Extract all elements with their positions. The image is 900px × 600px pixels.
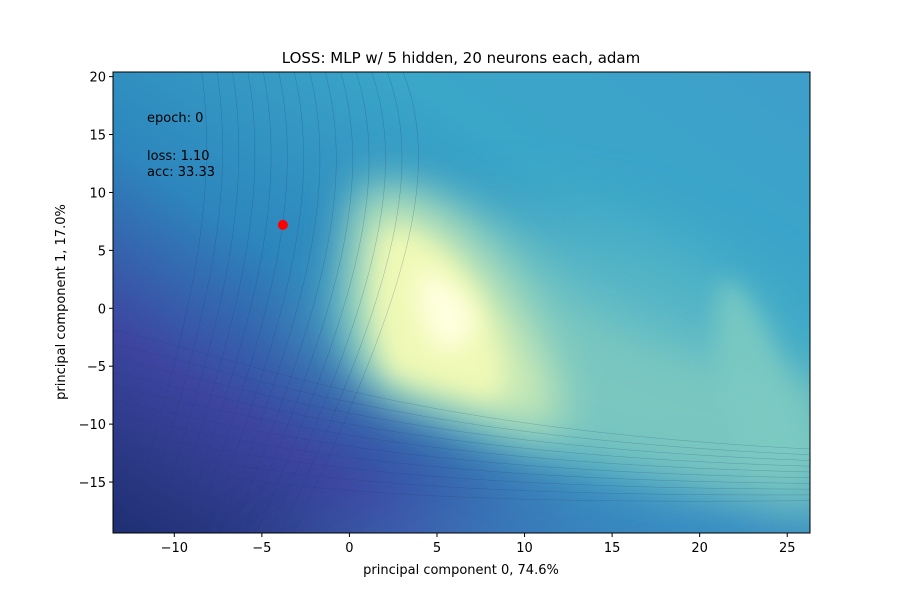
y-tick-label: −10 (79, 418, 106, 433)
contour-line (268, 72, 386, 533)
contour-line (193, 72, 288, 533)
current-position-marker (277, 219, 288, 230)
contour-line (231, 72, 337, 533)
contour-line (128, 72, 207, 533)
contour-line (113, 371, 810, 467)
y-tick-label: 5 (98, 244, 106, 259)
contour-line (113, 441, 810, 496)
contour-line (113, 455, 810, 502)
y-tick-label: −5 (87, 360, 106, 375)
x-axis-label: principal component 0, 74.6% (363, 563, 559, 578)
y-tick-label: 20 (89, 71, 106, 86)
contour-line (205, 72, 304, 533)
contour-line (180, 72, 272, 533)
contour-line (113, 329, 810, 450)
contour-line (113, 427, 810, 490)
contour-line (280, 72, 403, 533)
x-tick-label: 10 (516, 541, 533, 556)
x-tick-label: −5 (252, 541, 271, 556)
y-tick-label: 10 (89, 186, 106, 201)
contour-line (256, 72, 370, 533)
x-tick-label: 15 (604, 541, 621, 556)
contour-line (113, 343, 810, 455)
x-tick-label: 0 (345, 541, 353, 556)
contour-line (113, 399, 810, 478)
y-tick-label: −15 (79, 476, 106, 491)
x-tick-label: 25 (779, 541, 796, 556)
accuracy-annotation: acc: 33.33 (147, 165, 215, 180)
contour-line (113, 385, 810, 473)
contour-line (167, 72, 256, 533)
chart-title: LOSS: MLP w/ 5 hidden, 20 neurons each, … (282, 49, 640, 67)
x-tick-label: 20 (691, 541, 708, 556)
contour-line (218, 72, 321, 533)
y-axis: −15 −10 −5 0 5 10 15 20 (79, 71, 113, 491)
contour-region (715, 280, 810, 470)
contour-region (419, 270, 475, 350)
x-tick-label: −10 (161, 541, 188, 556)
contour-line (113, 413, 810, 484)
y-axis-label: principal component 1, 17.0% (54, 204, 69, 400)
x-tick-label: 5 (433, 541, 441, 556)
y-tick-label: 0 (98, 302, 106, 317)
y-tick-label: 15 (89, 129, 106, 144)
contour-region (364, 434, 810, 533)
contour-line (154, 72, 240, 533)
contour-line (141, 72, 223, 533)
contour-lines (113, 72, 810, 533)
contour-line (293, 72, 419, 533)
contour-fill (300, 179, 810, 533)
x-axis: −10 −5 0 5 10 15 20 25 (161, 533, 796, 556)
epoch-annotation: epoch: 0 (147, 111, 203, 126)
plot-area (113, 72, 810, 533)
contour-line (243, 72, 353, 533)
loss-annotation: loss: 1.10 (147, 149, 210, 164)
plot-frame (112, 71, 811, 534)
contour-line (113, 357, 810, 461)
